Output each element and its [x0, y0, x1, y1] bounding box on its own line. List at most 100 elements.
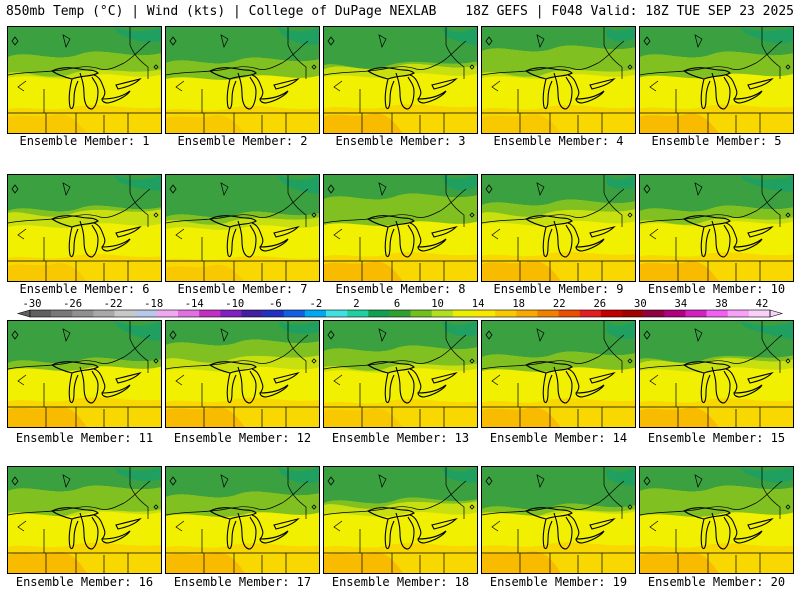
colorbar-swatch — [410, 310, 433, 317]
panel-caption-14: Ensemble Member: 14 — [489, 431, 628, 445]
colorbar-swatch — [326, 310, 348, 317]
map-panel-7 — [165, 174, 320, 282]
temperature-map-20 — [640, 467, 793, 573]
panel-caption-18: Ensemble Member: 18 — [331, 575, 470, 589]
colorbar-arrow-left — [16, 309, 31, 318]
map-panel-12 — [165, 320, 320, 428]
colorbar-swatch — [431, 310, 454, 317]
panel-caption-13: Ensemble Member: 13 — [331, 431, 470, 445]
map-panel-15 — [639, 320, 794, 428]
colorbar-swatch — [368, 310, 390, 317]
temperature-map-18 — [324, 467, 477, 573]
panel-caption-16: Ensemble Member: 16 — [15, 575, 154, 589]
temperature-map-9 — [482, 175, 635, 281]
map-panel-9 — [481, 174, 636, 282]
colorbar-tick-label: 42 — [756, 298, 769, 310]
colorbar-swatch — [579, 310, 602, 317]
map-panel-2 — [165, 26, 320, 134]
map-panel-11 — [7, 320, 162, 428]
colorbar-swatch — [389, 310, 411, 317]
panel-caption-12: Ensemble Member: 12 — [173, 431, 312, 445]
panel-caption-9: Ensemble Member: 9 — [493, 282, 624, 296]
colorbar-tick-label: -10 — [225, 298, 244, 310]
colorbar-swatch — [495, 310, 517, 317]
map-panel-17 — [165, 466, 320, 574]
colorbar-tick-label: 14 — [472, 298, 485, 310]
colorbar-tick-label: 2 — [353, 298, 359, 310]
colorbar-swatch — [685, 310, 707, 317]
colorbar-arrow-right — [769, 309, 784, 318]
colorbar-tick-label: -6 — [269, 298, 282, 310]
colorbar-swatch — [135, 310, 158, 317]
colorbar-swatch — [706, 310, 729, 317]
temperature-map-19 — [482, 467, 635, 573]
colorbar-tick-label: -18 — [144, 298, 163, 310]
temperature-map-1 — [8, 27, 161, 133]
colorbar-swatch — [643, 310, 665, 317]
colorbar-swatch — [114, 310, 137, 317]
colorbar-swatch — [664, 310, 686, 317]
temperature-map-16 — [8, 467, 161, 573]
panel-caption-1: Ensemble Member: 1 — [19, 134, 150, 148]
colorbar-swatch — [199, 310, 221, 317]
colorbar-tick-label: -26 — [63, 298, 82, 310]
colorbar-swatch — [516, 310, 538, 317]
colorbar-tick-label: 34 — [675, 298, 688, 310]
title-right: 18Z GEFS | F048 Valid: 18Z TUE SEP 23 20… — [465, 4, 794, 19]
colorbar-swatch — [156, 310, 179, 317]
colorbar-tick-label: 10 — [431, 298, 444, 310]
colorbar-tick-label: 30 — [634, 298, 647, 310]
colorbar-tick-label: -2 — [310, 298, 323, 310]
colorbar-swatch — [220, 310, 242, 317]
panel-caption-3: Ensemble Member: 3 — [335, 134, 466, 148]
colorbar-swatch — [304, 310, 327, 317]
map-panel-6 — [7, 174, 162, 282]
colorbar-swatch — [51, 310, 73, 317]
map-panel-18 — [323, 466, 478, 574]
map-panel-13 — [323, 320, 478, 428]
colorbar-tick-label: 18 — [512, 298, 525, 310]
panel-caption-20: Ensemble Member: 20 — [647, 575, 786, 589]
colorbar-tick-label: -14 — [185, 298, 204, 310]
colorbar-swatch — [622, 310, 644, 317]
panel-caption-19: Ensemble Member: 19 — [489, 575, 628, 589]
panel-caption-2: Ensemble Member: 2 — [177, 134, 308, 148]
panel-caption-7: Ensemble Member: 7 — [177, 282, 308, 296]
temperature-map-10 — [640, 175, 793, 281]
map-panel-10 — [639, 174, 794, 282]
colorbar: -30 -26 -22 -18 -14 -10 -6 -2 2 6 10 14 18 22 26 30 34 38… — [16, 298, 784, 318]
colorbar-tick-label: 38 — [715, 298, 728, 310]
panel-caption-11: Ensemble Member: 11 — [15, 431, 154, 445]
panel-caption-5: Ensemble Member: 5 — [651, 134, 782, 148]
panel-caption-8: Ensemble Member: 8 — [335, 282, 466, 296]
panel-caption-10: Ensemble Member: 10 — [647, 282, 786, 296]
panel-caption-6: Ensemble Member: 6 — [19, 282, 150, 296]
temperature-map-2 — [166, 27, 319, 133]
colorbar-swatch — [452, 310, 475, 317]
colorbar-tick-label: -22 — [104, 298, 123, 310]
map-panel-5 — [639, 26, 794, 134]
colorbar-swatch — [537, 310, 559, 317]
colorbar-swatch — [600, 310, 623, 317]
colorbar-swatch — [262, 310, 285, 317]
colorbar-swatch — [178, 310, 200, 317]
colorbar-swatch — [558, 310, 581, 317]
colorbar-tick-label: 6 — [394, 298, 400, 310]
colorbar-swatch — [474, 310, 496, 317]
map-panel-16 — [7, 466, 162, 574]
temperature-map-15 — [640, 321, 793, 427]
colorbar-swatch — [72, 310, 94, 317]
panel-caption-15: Ensemble Member: 15 — [647, 431, 786, 445]
colorbar-swatch — [93, 310, 115, 317]
temperature-map-6 — [8, 175, 161, 281]
temperature-map-3 — [324, 27, 477, 133]
colorbar-swatch — [283, 310, 306, 317]
temperature-map-17 — [166, 467, 319, 573]
panel-caption-4: Ensemble Member: 4 — [493, 134, 624, 148]
colorbar-swatch — [748, 310, 771, 317]
temperature-map-5 — [640, 27, 793, 133]
temperature-map-11 — [8, 321, 161, 427]
colorbar-tick-label: -30 — [23, 298, 42, 310]
title-left: 850mb Temp (°C) | Wind (kts) | College o… — [6, 4, 437, 19]
map-panel-8 — [323, 174, 478, 282]
